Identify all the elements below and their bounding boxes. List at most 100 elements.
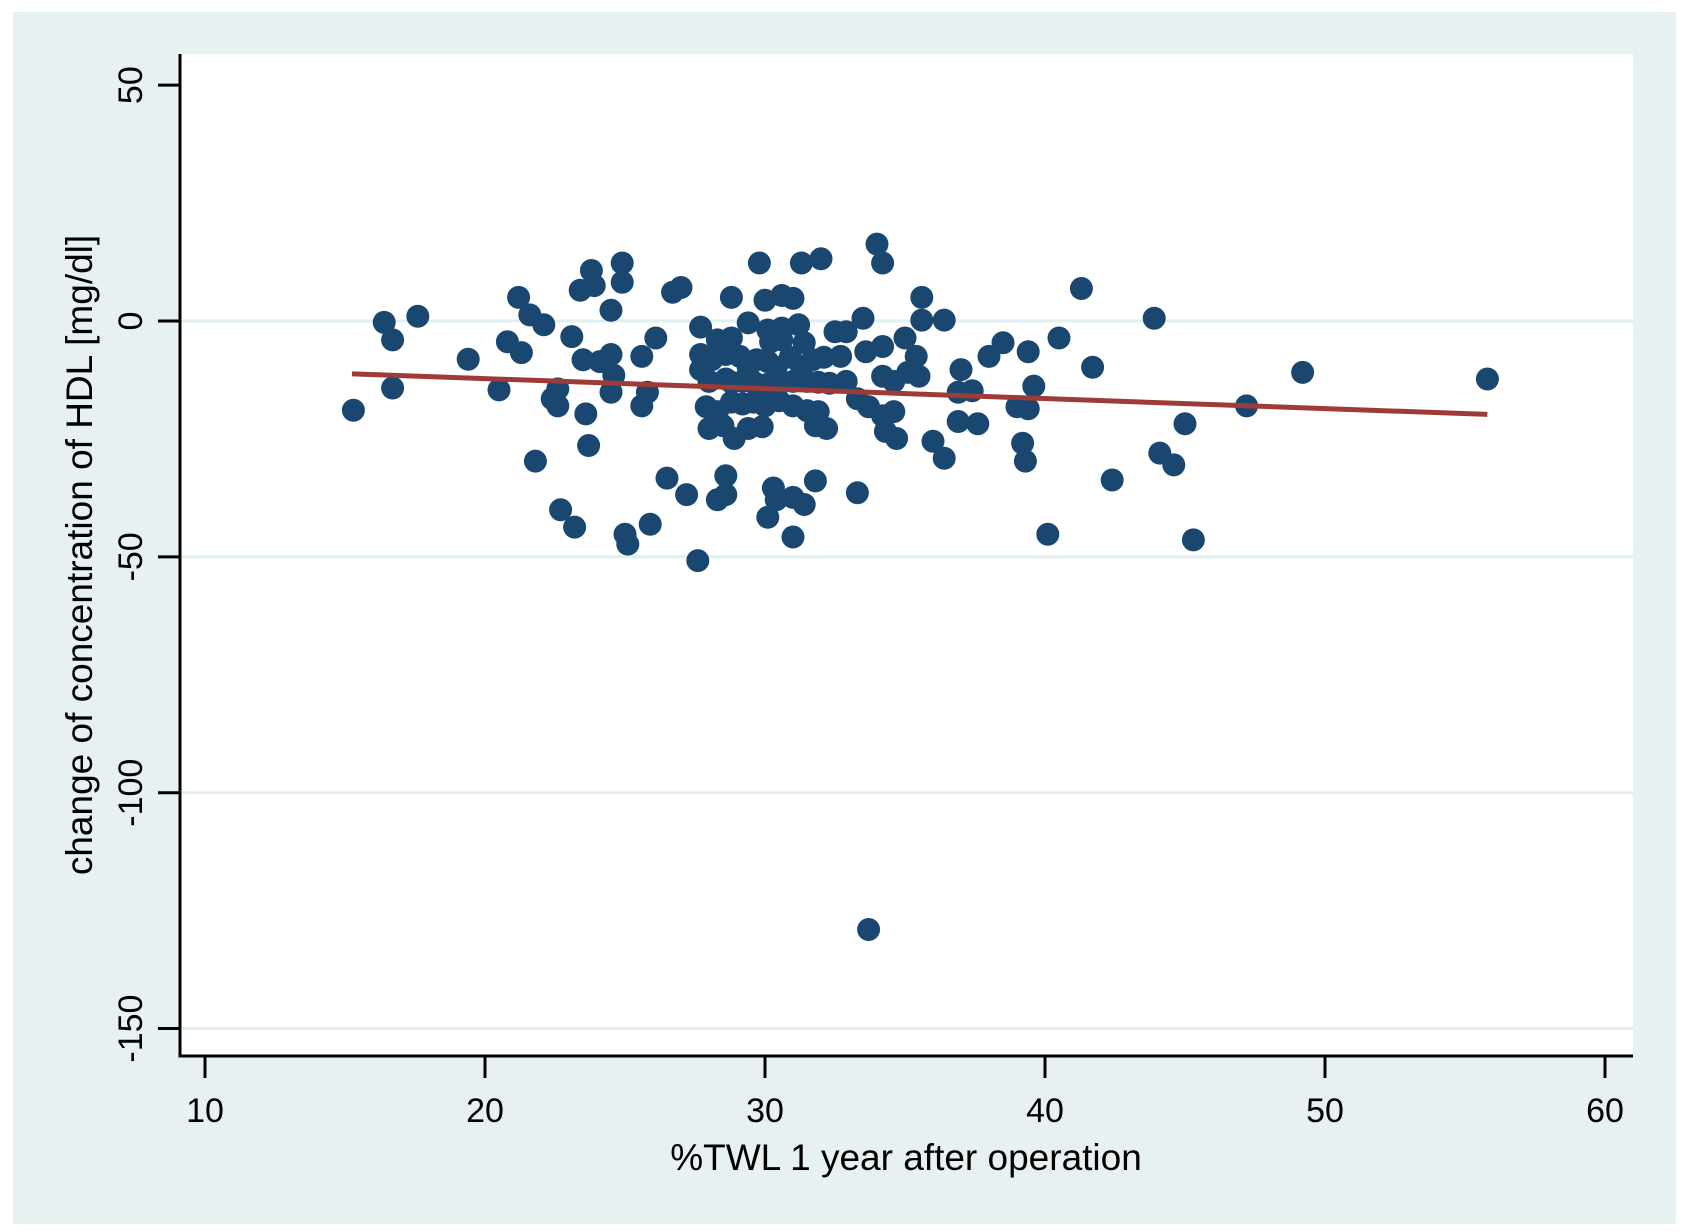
data-point (610, 251, 634, 275)
data-point (851, 306, 875, 330)
y-tick-label: -50 (112, 532, 150, 581)
data-point (921, 429, 945, 453)
y-tick-label: 0 (112, 312, 150, 331)
data-point (571, 348, 595, 372)
data-point (871, 335, 895, 358)
data-point (770, 328, 794, 352)
y-tick-label: 50 (112, 66, 150, 104)
data-point (638, 512, 662, 536)
data-point (719, 326, 743, 350)
data-point (907, 364, 931, 388)
data-point (932, 446, 956, 470)
data-point (1022, 374, 1046, 398)
tick-labels: 50 0 -50 -100 -150 10 20 30 40 50 60 (112, 66, 1624, 1130)
data-point (509, 341, 533, 365)
data-point (616, 532, 640, 556)
data-point (675, 483, 699, 507)
data-point (756, 505, 780, 529)
data-point (714, 464, 738, 488)
data-point (1081, 355, 1105, 379)
data-point (829, 344, 853, 368)
x-tick-label: 40 (1026, 1092, 1064, 1130)
x-tick-label: 50 (1306, 1092, 1344, 1130)
data-point (893, 326, 917, 350)
data-point (932, 308, 956, 332)
scatter-points (341, 232, 1499, 941)
data-point (904, 344, 928, 368)
data-point (815, 417, 839, 440)
data-point (507, 285, 531, 309)
data-point (1475, 367, 1499, 391)
data-point (857, 918, 881, 941)
data-point (549, 498, 573, 522)
data-point (966, 412, 990, 436)
data-point (577, 434, 601, 457)
data-point (582, 274, 606, 298)
data-point (1011, 431, 1035, 455)
data-point (736, 311, 760, 335)
data-point (1047, 326, 1071, 350)
data-point (792, 331, 816, 355)
data-point (1036, 522, 1060, 546)
data-point (630, 344, 654, 368)
data-point (341, 398, 365, 422)
data-point (834, 320, 858, 344)
data-point (834, 369, 858, 393)
data-point (789, 251, 813, 275)
data-point (750, 415, 774, 439)
data-point (960, 379, 984, 403)
data-point (1013, 449, 1037, 473)
data-point (686, 549, 710, 573)
x-tick-label: 60 (1586, 1092, 1624, 1130)
data-point (1181, 528, 1205, 552)
tick-marks (158, 83, 1607, 1078)
data-point (747, 251, 771, 275)
data-point (563, 515, 587, 539)
fit-line (351, 371, 1488, 417)
data-point (532, 313, 556, 337)
data-point (714, 483, 738, 507)
linear-fit-line (351, 371, 1488, 417)
data-point (845, 481, 869, 505)
data-point (599, 343, 623, 366)
data-point (1173, 412, 1197, 436)
data-point (1069, 277, 1093, 300)
data-point (487, 378, 511, 402)
data-point (792, 493, 816, 516)
data-point (1142, 306, 1166, 330)
data-point (910, 285, 934, 309)
data-point (865, 232, 889, 256)
data-point (644, 326, 668, 350)
data-point (781, 525, 805, 549)
data-point (991, 331, 1015, 355)
data-point (1162, 453, 1186, 477)
axes (178, 54, 1633, 1058)
data-point (812, 345, 836, 369)
data-point (781, 286, 805, 310)
x-axis-title: %TWL 1 year after operation (670, 1137, 1142, 1178)
y-tick-label: -150 (112, 995, 150, 1063)
data-point (689, 315, 713, 339)
data-point (574, 402, 598, 426)
data-point (523, 449, 547, 473)
data-point (1016, 397, 1040, 421)
data-point (764, 488, 788, 512)
data-point (803, 469, 827, 493)
data-point (910, 308, 934, 332)
data-point (949, 358, 973, 382)
y-tick-label: -100 (112, 759, 150, 827)
data-point (809, 247, 833, 271)
data-point (882, 400, 906, 424)
data-point (1100, 468, 1124, 492)
data-point (655, 466, 679, 490)
data-point (546, 394, 570, 418)
data-point (1016, 340, 1040, 364)
data-point (946, 410, 970, 433)
x-tick-label: 10 (186, 1092, 224, 1130)
y-axis-title: change of concentration of HDL [mg/dl] (59, 235, 100, 875)
data-point (372, 310, 396, 334)
plot-area (180, 54, 1633, 1056)
data-point (599, 380, 623, 404)
data-point (560, 325, 584, 349)
